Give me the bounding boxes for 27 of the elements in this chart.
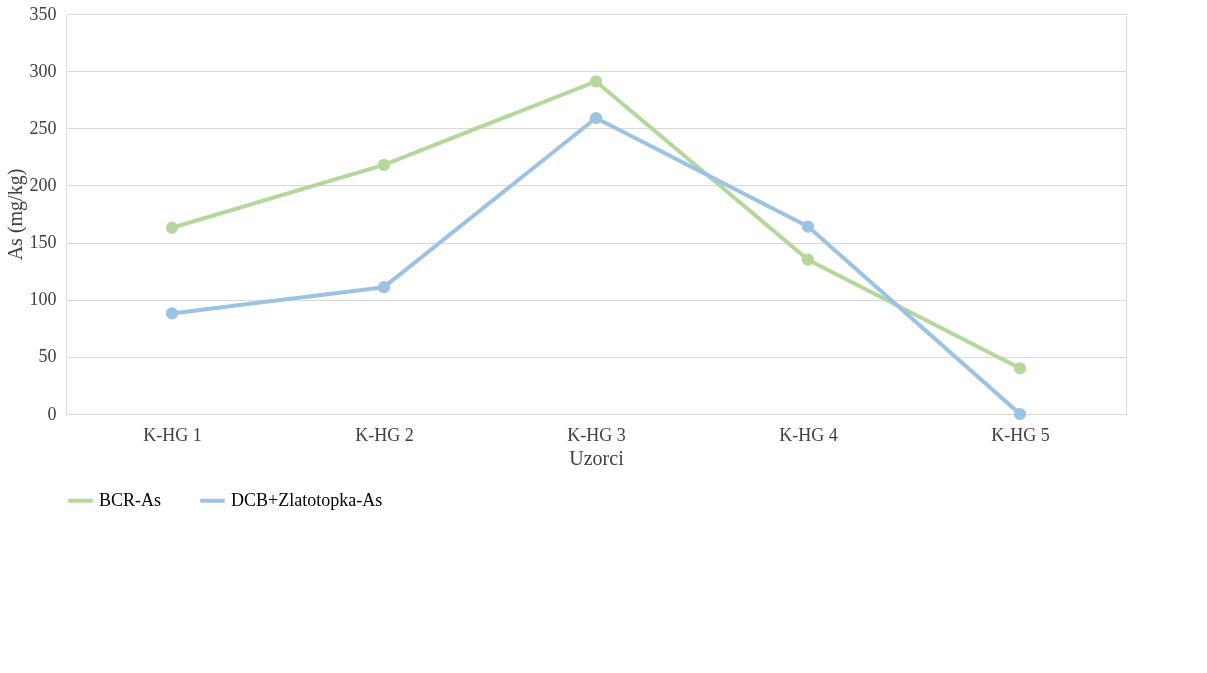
x-tick-label: K-HG 4 <box>779 424 838 445</box>
y-tick-label: 200 <box>29 174 57 195</box>
point <box>801 220 815 233</box>
point <box>1013 407 1027 421</box>
y-tick-label: 0 <box>47 403 57 424</box>
y-tick-label: 250 <box>29 117 57 138</box>
point <box>589 75 603 88</box>
point <box>165 221 179 234</box>
point <box>801 253 815 266</box>
x-tick-label: K-HG 5 <box>991 424 1050 445</box>
y-tick-label: 150 <box>29 232 57 253</box>
x-tick-label: K-HG 3 <box>567 424 626 445</box>
point <box>165 307 179 320</box>
x-tick-label: K-HG 2 <box>355 424 414 445</box>
y-tick-label: 350 <box>29 3 57 24</box>
y-axis-title: As (mg/kg) <box>3 168 27 261</box>
y-tick-label: 50 <box>38 346 57 367</box>
x-axis-title: Uzorci <box>569 446 625 469</box>
legend-label: BCR-As <box>99 489 162 510</box>
point <box>589 111 603 125</box>
y-tick-label: 300 <box>29 60 57 81</box>
x-tick-label: K-HG 1 <box>143 424 202 445</box>
point <box>377 158 391 171</box>
point <box>377 281 391 294</box>
y-tick-label: 100 <box>29 289 57 310</box>
legend-label: DCB+Zlatotopka-As <box>231 489 383 510</box>
point <box>1013 362 1027 375</box>
